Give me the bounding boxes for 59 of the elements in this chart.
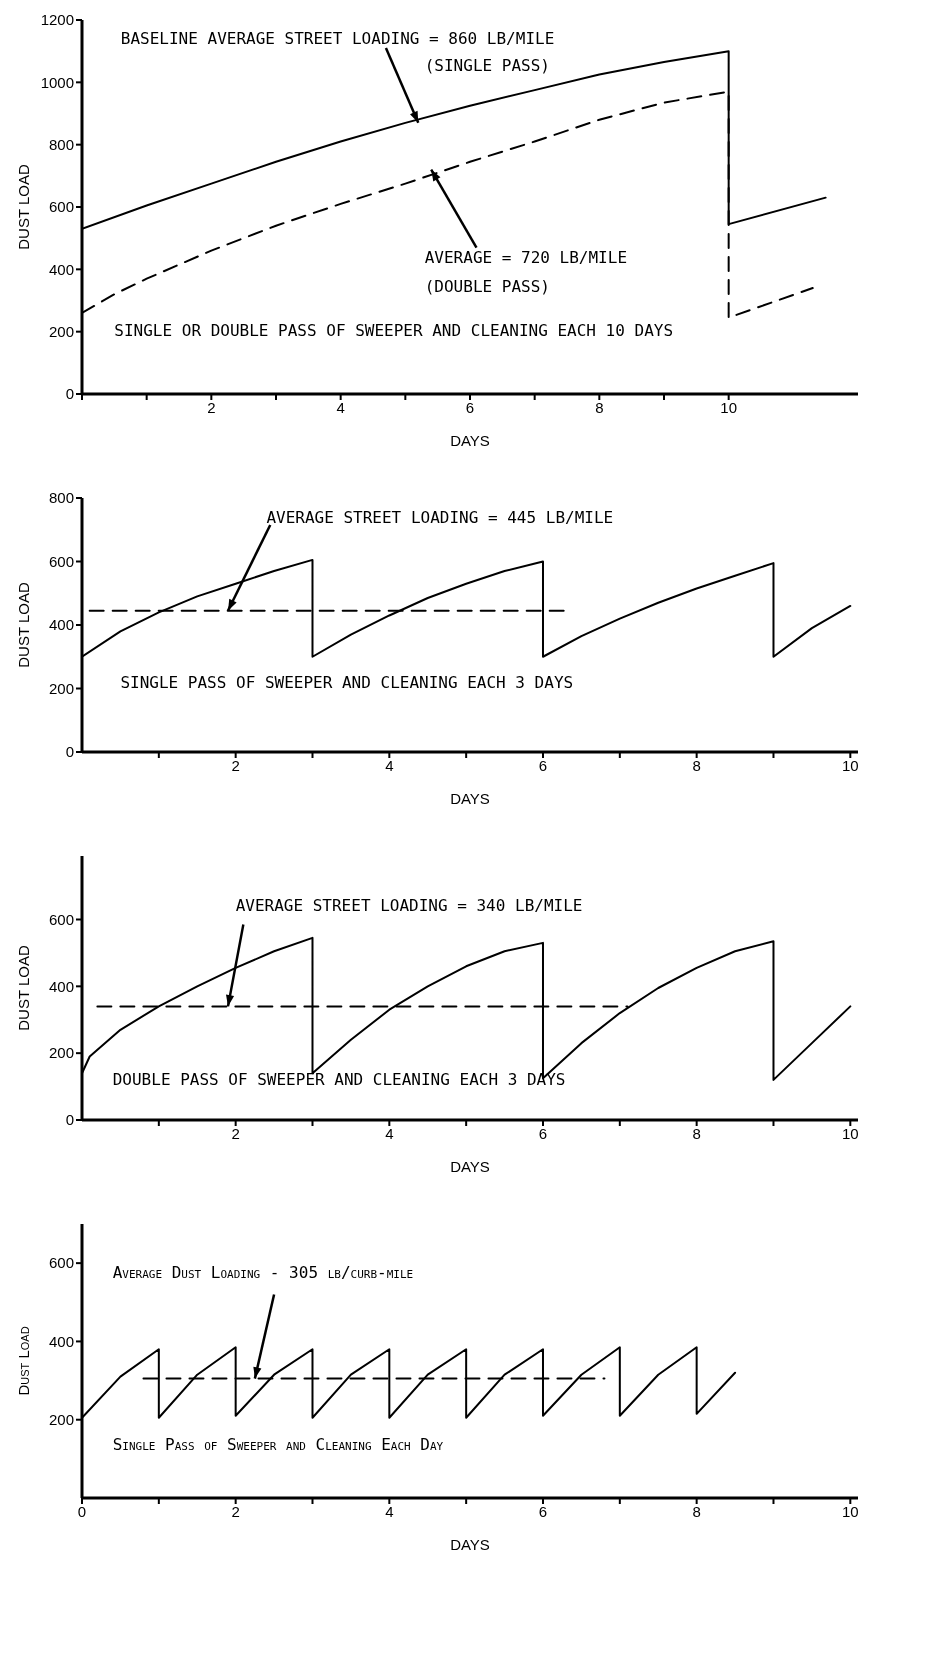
y-tick-label: 200 bbox=[48, 679, 74, 697]
x-tick-label: 8 bbox=[692, 1124, 701, 1142]
y-tick-label: 400 bbox=[48, 1332, 74, 1350]
y-tick-label: 600 bbox=[48, 198, 74, 216]
x-tick-label: 6 bbox=[538, 756, 548, 774]
x-tick-label: 4 bbox=[336, 398, 345, 416]
annotation: AVERAGE STREET LOADING = 445 LB/MILE bbox=[266, 507, 614, 527]
x-tick-label: 2 bbox=[207, 398, 216, 416]
y-tick-label: 400 bbox=[48, 977, 74, 995]
y-tick-label: 800 bbox=[48, 135, 74, 153]
y-axis-title: DUST LOAD bbox=[15, 582, 33, 668]
x-tick-label: 2 bbox=[231, 1502, 240, 1520]
y-tick-label: 0 bbox=[65, 385, 74, 403]
x-tick-label: 2 bbox=[231, 1124, 240, 1142]
x-axis-title: DAYS bbox=[450, 1158, 490, 1175]
y-tick-label: 600 bbox=[48, 552, 74, 570]
x-tick-label: 10 bbox=[720, 398, 738, 416]
y-axis-title: DUST LOAD bbox=[15, 945, 33, 1031]
y-axis-title: DUST LOAD bbox=[15, 164, 33, 250]
y-tick-label: 400 bbox=[48, 616, 74, 634]
annotation: BASELINE AVERAGE STREET LOADING = 860 LB/MILE bbox=[120, 29, 555, 49]
y-tick-label: 600 bbox=[48, 910, 74, 928]
y-tick-label: 1000 bbox=[40, 73, 74, 91]
x-tick-label: 6 bbox=[538, 1124, 548, 1142]
y-tick-label: 800 bbox=[48, 489, 74, 507]
annotation: Average Dust Loading - 305 lb/curb-mile bbox=[112, 1263, 414, 1283]
annotation: AVERAGE = 720 LB/MILE bbox=[424, 247, 628, 267]
annotation: (SINGLE PASS) bbox=[424, 55, 550, 75]
x-tick-label: 4 bbox=[385, 1502, 394, 1520]
x-tick-label: 6 bbox=[465, 398, 475, 416]
x-tick-label: 10 bbox=[841, 1124, 859, 1142]
x-tick-label: 8 bbox=[595, 398, 604, 416]
x-axis-title: DAYS bbox=[450, 1536, 490, 1553]
y-tick-label: 1200 bbox=[40, 11, 74, 29]
x-tick-label: 4 bbox=[385, 756, 394, 774]
annotation: SINGLE OR DOUBLE PASS OF SWEEPER AND CLEANING EACH 10 DAYS bbox=[114, 320, 674, 340]
y-tick-label: 200 bbox=[48, 1411, 74, 1429]
x-tick-label: 4 bbox=[385, 1124, 394, 1142]
y-tick-label: 600 bbox=[48, 1254, 74, 1272]
y-tick-label: 200 bbox=[48, 1044, 74, 1062]
annotation: AVERAGE STREET LOADING = 340 LB/MILE bbox=[235, 896, 583, 916]
x-tick-label: 0 bbox=[77, 1502, 87, 1520]
y-tick-label: 0 bbox=[65, 743, 74, 761]
x-tick-label: 8 bbox=[692, 1502, 701, 1520]
x-axis-title: DAYS bbox=[450, 432, 490, 449]
x-tick-label: 6 bbox=[538, 1502, 548, 1520]
x-tick-label: 8 bbox=[692, 756, 701, 774]
annotation: SINGLE PASS OF SWEEPER AND CLEANING EACH 3 DAYS bbox=[120, 672, 574, 692]
annotation: Single Pass of Sweeper and Cleaning Each Day bbox=[112, 1435, 444, 1455]
y-tick-label: 200 bbox=[48, 322, 74, 340]
x-tick-label: 10 bbox=[841, 1502, 859, 1520]
x-tick-label: 2 bbox=[231, 756, 240, 774]
y-axis-title: Dust Load bbox=[15, 1326, 33, 1396]
annotation: (DOUBLE PASS) bbox=[424, 277, 550, 297]
x-axis-title: DAYS bbox=[450, 790, 490, 807]
annotation: DOUBLE PASS OF SWEEPER AND CLEANING EACH 3 DAYS bbox=[112, 1069, 566, 1089]
x-tick-label: 10 bbox=[841, 756, 859, 774]
y-tick-label: 400 bbox=[48, 260, 74, 278]
y-tick-label: 0 bbox=[65, 1111, 74, 1129]
